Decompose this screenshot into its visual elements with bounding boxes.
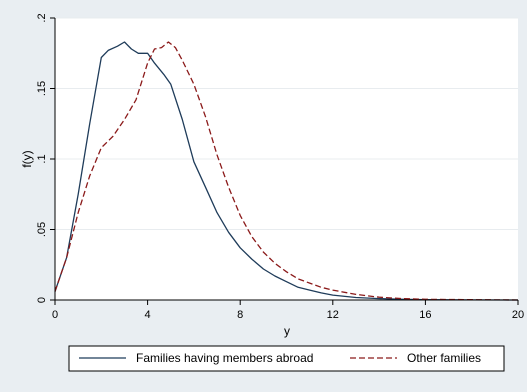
legend-box xyxy=(68,345,505,372)
series-line-1 xyxy=(54,41,519,301)
y-tick-label: 0 xyxy=(36,297,48,303)
grid-lines xyxy=(55,17,518,230)
y-tick-label: .2 xyxy=(36,13,48,22)
legend: Families having members abroad Other fam… xyxy=(68,345,505,372)
x-tick-label: 16 xyxy=(419,309,431,321)
y-tick-label: .15 xyxy=(36,81,48,96)
x-tick-label: 8 xyxy=(237,309,243,321)
x-tick-label: 4 xyxy=(145,309,151,321)
legend-label-families-abroad: Families having members abroad xyxy=(136,351,313,365)
y-axis-label: f(y) xyxy=(20,150,34,167)
x-tick-label: 20 xyxy=(512,309,524,321)
x-tick-label: 12 xyxy=(327,309,339,321)
legend-label-other-families: Other families xyxy=(407,351,481,365)
x-tick-label: 0 xyxy=(52,309,58,321)
x-axis-ticks: 0 4 8 12 16 20 xyxy=(52,300,524,321)
y-tick-label: .1 xyxy=(36,154,48,163)
x-axis-label: y xyxy=(284,324,290,338)
y-tick-label: .05 xyxy=(36,222,48,237)
y-axis-ticks: 0 .05 .1 .15 .2 xyxy=(36,13,55,303)
series-line-0 xyxy=(54,41,519,301)
series-layer xyxy=(54,41,519,301)
